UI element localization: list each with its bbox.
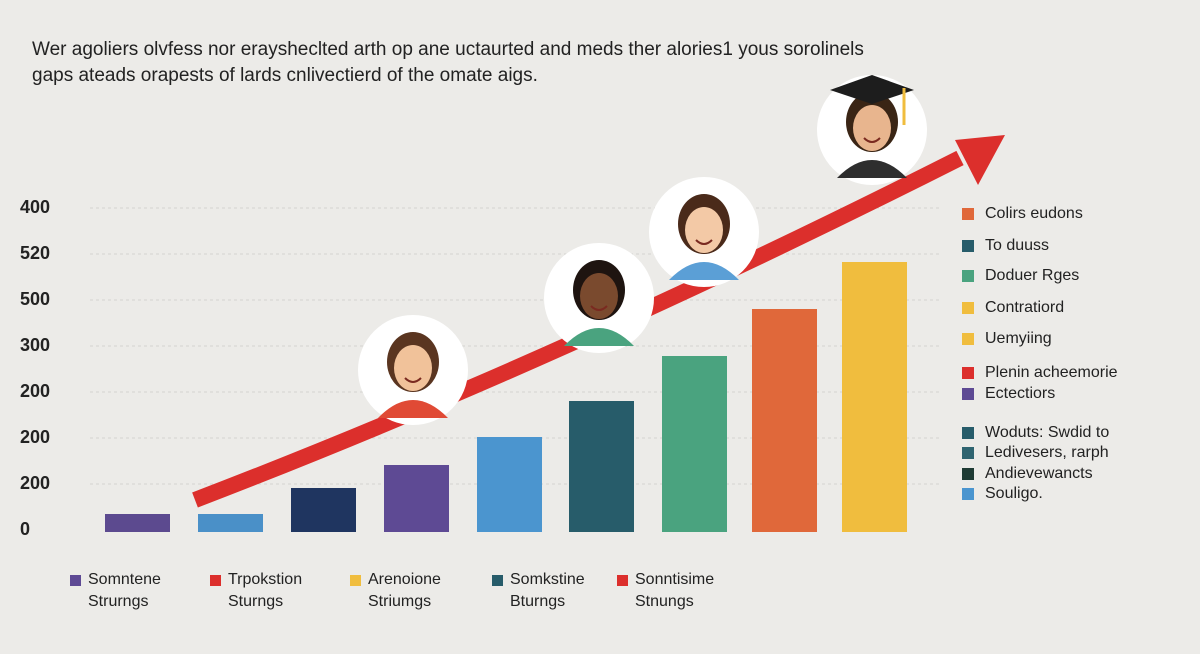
legend-label: To duuss — [985, 237, 1049, 254]
legend-swatch — [492, 575, 503, 586]
legend-label: Arenoione — [368, 571, 441, 588]
legend-label: Uemyiing — [985, 330, 1052, 347]
avatar-body — [378, 400, 448, 418]
legend-swatch — [962, 302, 974, 314]
bar — [569, 401, 634, 532]
avatar-face — [685, 207, 723, 253]
y-axis-label: 200 — [20, 427, 50, 447]
avatar-smile — [590, 305, 608, 311]
avatar-smile — [404, 377, 422, 383]
legend-label: Andievewancts — [985, 465, 1093, 482]
y-axis-label: 200 — [20, 381, 50, 401]
y-axis-label: 520 — [20, 243, 50, 263]
y-axis-label: 200 — [20, 473, 50, 493]
y-axis-label: 300 — [20, 335, 50, 355]
arrow-head — [955, 135, 1005, 185]
avatar-smile — [863, 137, 881, 143]
right-legend: Colirs eudons To duuss Doduer Rges Contrati… — [962, 205, 1118, 502]
legend-label: Woduts: Swdid to — [985, 424, 1109, 441]
bar — [842, 262, 907, 532]
avatar-body — [669, 262, 739, 280]
title-line: Wer agoliers olvfess nor eraysheclted ar… — [32, 39, 864, 60]
legend-label: Souligo. — [985, 485, 1043, 502]
avatar-face — [580, 273, 618, 319]
legend-label: Somntene — [88, 571, 161, 588]
bar — [752, 309, 817, 532]
legend-label: Colirs eudons — [985, 205, 1083, 222]
legend-label: Somkstine — [510, 571, 585, 588]
grad-cap — [830, 75, 914, 104]
legend-label: Bturngs — [510, 593, 565, 610]
legend-swatch — [210, 575, 221, 586]
bar — [384, 465, 449, 532]
bar — [105, 514, 170, 532]
legend-label: Stnungs — [635, 593, 694, 610]
legend-swatch — [617, 575, 628, 586]
legend-swatch — [962, 333, 974, 345]
legend-swatch — [962, 427, 974, 439]
avatar-body — [837, 160, 907, 178]
y-axis-label: 400 — [20, 197, 50, 217]
legend-label: Ledivesers, rarph — [985, 444, 1109, 461]
legend-label: Sonntisime — [635, 571, 714, 588]
bottom-legend: Somntene Strurngs Trpokstion Sturngs Arenoio… — [70, 571, 714, 610]
bar — [662, 356, 727, 532]
legend-label: Plenin acheemorie — [985, 364, 1118, 381]
legend-swatch — [962, 208, 974, 220]
legend-label: Striumgs — [368, 593, 431, 610]
y-axis-label: 0 — [20, 519, 30, 539]
avatar-face — [394, 345, 432, 391]
avatars — [358, 75, 927, 425]
legend-swatch — [962, 488, 974, 500]
y-axis-label: 500 — [20, 289, 50, 309]
legend-swatch — [962, 367, 974, 379]
legend-swatch — [350, 575, 361, 586]
avatar-body — [564, 328, 634, 346]
legend-label: Strurngs — [88, 593, 148, 610]
legend-label: Sturngs — [228, 593, 283, 610]
legend-label: Contratiord — [985, 299, 1064, 316]
bars — [105, 262, 907, 532]
legend-swatch — [962, 388, 974, 400]
legend-swatch — [962, 270, 974, 282]
avatar-smile — [695, 239, 713, 245]
legend-label: Doduer Rges — [985, 267, 1079, 284]
legend-swatch — [962, 447, 974, 459]
bar — [198, 514, 263, 532]
legend-swatch — [962, 468, 974, 480]
bar — [477, 437, 542, 532]
legend-swatch — [962, 240, 974, 252]
bar — [291, 488, 356, 532]
legend-label: Ectectiors — [985, 385, 1055, 402]
title-line: gaps ateads orapests of lards cnlivectie… — [32, 65, 538, 86]
legend-swatch — [70, 575, 81, 586]
legend-label: Trpokstion — [228, 571, 302, 588]
avatar-face — [853, 105, 891, 151]
